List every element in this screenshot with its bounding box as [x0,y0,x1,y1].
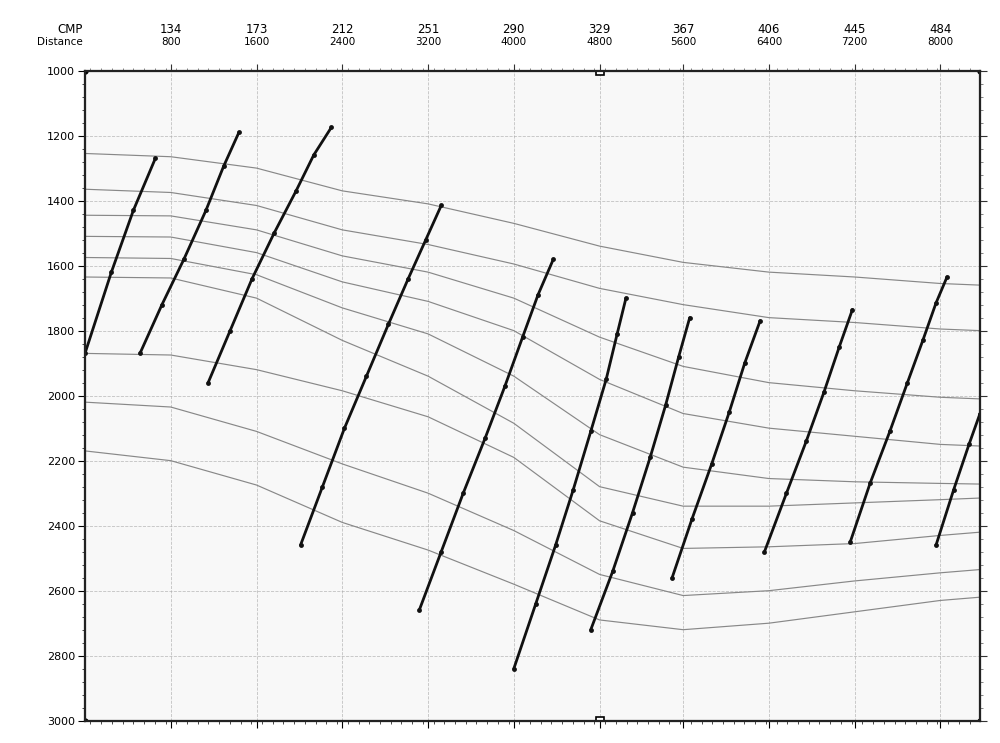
Text: 3200: 3200 [415,37,441,48]
Text: 406: 406 [758,23,780,36]
Text: 484: 484 [929,23,952,36]
Text: 7200: 7200 [842,37,868,48]
Text: Distance: Distance [37,37,83,48]
Text: 2400: 2400 [329,37,355,48]
Text: 4800: 4800 [586,37,613,48]
Text: 8000: 8000 [927,37,953,48]
Text: 329: 329 [588,23,611,36]
Text: 290: 290 [503,23,525,36]
Text: 1600: 1600 [243,37,270,48]
Text: 212: 212 [331,23,354,36]
Text: 173: 173 [245,23,268,36]
Text: 6400: 6400 [756,37,782,48]
Text: 445: 445 [843,23,866,36]
Text: 4000: 4000 [501,37,527,48]
Text: 367: 367 [672,23,694,36]
Text: 134: 134 [160,23,182,36]
Text: 800: 800 [161,37,181,48]
Text: 251: 251 [417,23,439,36]
Text: CMP: CMP [58,23,83,36]
Text: 5600: 5600 [670,37,696,48]
